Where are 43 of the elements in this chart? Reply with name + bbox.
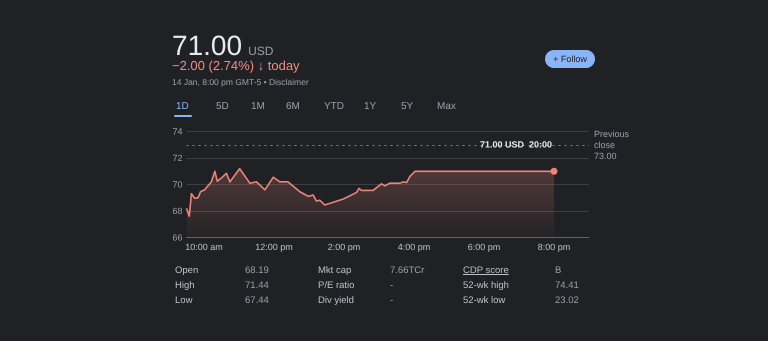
x-tick-label: 4:00 pm xyxy=(398,242,430,252)
x-tick-label: 12:00 pm xyxy=(255,242,293,252)
text: 1D xyxy=(176,101,189,112)
x-tick-label: 10:00 am xyxy=(185,242,223,252)
x-tick-label: 2:00 pm xyxy=(328,242,360,252)
text: 6M xyxy=(286,101,300,112)
text: 7.66TCr xyxy=(390,265,424,276)
text: B xyxy=(555,265,562,276)
text: Div yield xyxy=(318,295,354,306)
text: P/E ratio xyxy=(318,280,354,291)
text: 1M xyxy=(251,101,265,112)
chart-subtitle: −2.00 (2.74%) ↓ today xyxy=(172,58,300,73)
x-tick-label: 6:00 pm xyxy=(468,242,500,252)
text: - xyxy=(390,295,394,306)
text: 52-wk high xyxy=(463,280,509,291)
text: 68.19 xyxy=(245,265,269,276)
text: 52-wk low xyxy=(463,295,506,306)
y-tick-label: 68 xyxy=(172,206,182,216)
text: 5D xyxy=(216,101,229,112)
text: 67.44 xyxy=(245,295,269,306)
text: Mkt cap xyxy=(318,265,352,276)
text: 5Y xyxy=(401,101,414,112)
ref-line-label: Previous close 73.00 xyxy=(594,128,632,161)
text: - xyxy=(390,280,394,291)
text: CDP score xyxy=(463,265,509,276)
text: Open xyxy=(175,265,198,276)
text: High xyxy=(175,280,195,291)
text: YTD xyxy=(324,101,344,112)
annotation: 71.00 USD 20:00 xyxy=(480,139,552,150)
text: Max xyxy=(437,101,456,112)
text: 74.41 xyxy=(555,280,579,291)
y-tick-label: 72 xyxy=(172,153,182,164)
x-tick-label: 8:00 pm xyxy=(538,242,570,252)
text: Low xyxy=(175,295,192,306)
text: 14 Jan, 8:00 pm GMT-5 • Disclaimer xyxy=(172,77,309,87)
y-tick-label: 74 xyxy=(172,126,182,137)
text: 23.02 xyxy=(555,295,579,306)
text: 1Y xyxy=(364,101,376,112)
y-tick-label: 66 xyxy=(172,232,182,242)
chart-title: 71.00 USD xyxy=(172,30,274,61)
y-tick-label: 70 xyxy=(172,180,182,190)
text: 71.44 xyxy=(245,280,269,291)
follow-button: + Follow xyxy=(545,50,595,68)
